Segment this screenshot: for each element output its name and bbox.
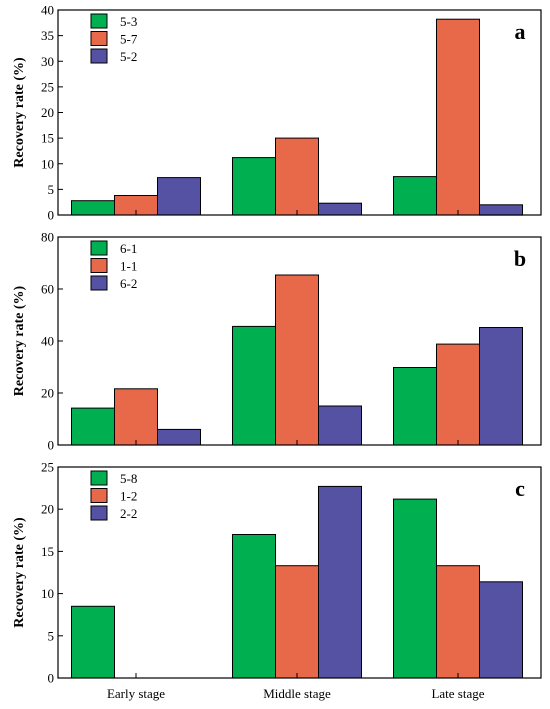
y-tick-label: 40 bbox=[41, 3, 54, 18]
y-tick-label: 30 bbox=[41, 54, 54, 69]
legend-label-5-8: 5-8 bbox=[120, 471, 137, 486]
bar-6-2-early-stage bbox=[157, 428, 201, 446]
x-category-label: Early stage bbox=[107, 686, 165, 701]
plot-frame bbox=[57, 466, 542, 679]
legend-swatch-6-1 bbox=[90, 240, 108, 256]
y-axis-label: Recovery rate (%) bbox=[12, 285, 27, 396]
y-tick-label: 60 bbox=[41, 282, 54, 297]
bar-5-8-early-stage bbox=[71, 605, 115, 679]
legend-swatch-1-1 bbox=[90, 258, 108, 273]
y-axis-label: Recovery rate (%) bbox=[12, 517, 27, 628]
bar-5-7-late-stage bbox=[436, 18, 480, 216]
legend-label-1-1: 1-1 bbox=[120, 259, 137, 274]
y-tick-label: 5 bbox=[48, 628, 55, 643]
bar-5-2-early-stage bbox=[157, 177, 201, 216]
y-axis-label: Recovery rate (%) bbox=[12, 57, 27, 168]
legend: 6-1 1-1 6-2 bbox=[90, 240, 137, 291]
legend-label-5-7: 5-7 bbox=[120, 32, 138, 47]
legend-swatch-5-8 bbox=[90, 470, 108, 486]
y-tick-label: 25 bbox=[41, 460, 54, 475]
bar-5-8-middle-stage bbox=[232, 534, 276, 679]
y-tick-label: 40 bbox=[41, 334, 54, 349]
y-tick-label: 0 bbox=[48, 208, 55, 223]
panel-letter: a bbox=[515, 19, 526, 44]
panel-letter: c bbox=[515, 476, 525, 501]
y-tick-label: 0 bbox=[48, 438, 55, 453]
legend-swatch-5-3 bbox=[90, 13, 108, 29]
bar-5-3-late-stage bbox=[393, 176, 437, 216]
legend-label-6-2: 6-2 bbox=[120, 276, 137, 291]
legend-swatch-1-2 bbox=[90, 488, 108, 503]
panel-a: 0 5 10 15 20 25 30 35 40 Recovery rate (%) a 5-3 5-7… bbox=[12, 3, 542, 223]
legend-label-2-2: 2-2 bbox=[120, 506, 137, 521]
x-category-label: Late stage bbox=[431, 686, 484, 701]
x-category-label: Middle stage bbox=[263, 686, 331, 701]
y-tick-label: 15 bbox=[41, 544, 54, 559]
bar-1-2-middle-stage bbox=[275, 565, 319, 679]
y-tick-label: 20 bbox=[41, 386, 54, 401]
panel-c: 0 5 10 15 20 25 Recovery rate (%) c 5-8 1-2 2-2 bbox=[12, 460, 542, 686]
bar-6-2-late-stage bbox=[479, 327, 523, 446]
y-tick-label: 5 bbox=[48, 182, 55, 197]
y-tick-label: 10 bbox=[41, 586, 54, 601]
bar-6-1-middle-stage bbox=[232, 325, 276, 446]
y-tick-label: 35 bbox=[41, 28, 54, 43]
bar-5-3-early-stage bbox=[71, 200, 115, 216]
bar-1-1-middle-stage bbox=[275, 274, 319, 446]
y-tick-label: 25 bbox=[41, 79, 54, 94]
bar-5-2-middle-stage bbox=[318, 202, 362, 216]
legend: 5-3 5-7 5-2 bbox=[90, 13, 138, 64]
y-tick-label: 10 bbox=[41, 156, 54, 171]
legend-label-5-3: 5-3 bbox=[120, 14, 137, 29]
bar-6-1-late-stage bbox=[393, 367, 437, 446]
legend-label-6-1: 6-1 bbox=[120, 241, 137, 256]
bar-1-2-late-stage bbox=[436, 565, 480, 679]
bar-6-2-middle-stage bbox=[318, 405, 362, 446]
y-tick-label: 80 bbox=[41, 230, 54, 245]
panel-letter: b bbox=[514, 246, 526, 271]
bar-5-7-middle-stage bbox=[275, 137, 319, 216]
bar-1-1-late-stage bbox=[436, 343, 480, 446]
legend-label-1-2: 1-2 bbox=[120, 489, 137, 504]
legend-swatch-5-2 bbox=[90, 48, 108, 64]
bar-5-3-middle-stage bbox=[232, 157, 276, 216]
bar-2-2-middle-stage bbox=[318, 485, 362, 679]
legend-swatch-5-7 bbox=[90, 31, 108, 46]
legend-swatch-6-2 bbox=[90, 275, 108, 291]
bar-2-2-late-stage bbox=[479, 581, 523, 679]
legend-swatch-2-2 bbox=[90, 505, 108, 521]
bar-6-1-early-stage bbox=[71, 407, 115, 446]
bar-1-1-early-stage bbox=[114, 388, 158, 446]
bar-5-2-late-stage bbox=[479, 204, 523, 216]
y-tick-label: 15 bbox=[41, 131, 54, 146]
legend: 5-8 1-2 2-2 bbox=[90, 470, 137, 521]
y-tick-label: 20 bbox=[41, 105, 54, 120]
bar-5-8-late-stage bbox=[393, 498, 437, 679]
panel-b: 0 20 40 60 80 Recovery rate (%) b 6-1 1-1 6-2 bbox=[12, 230, 542, 453]
y-tick-label: 0 bbox=[48, 671, 55, 686]
legend-label-5-2: 5-2 bbox=[120, 49, 137, 64]
y-tick-label: 20 bbox=[41, 502, 54, 517]
